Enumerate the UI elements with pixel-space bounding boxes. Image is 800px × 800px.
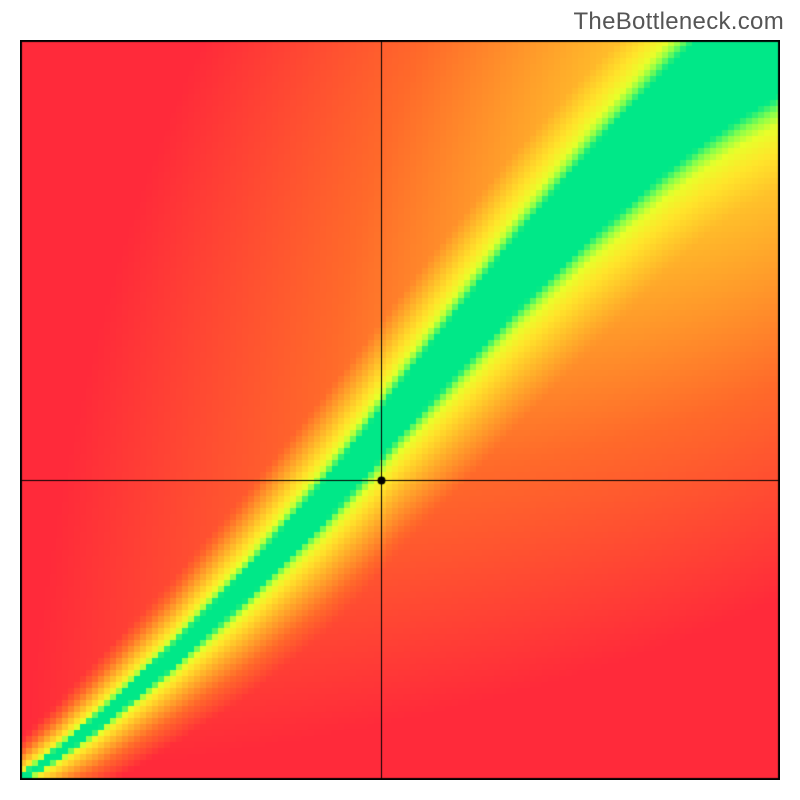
watermark-text: TheBottleneck.com — [573, 8, 784, 36]
bottleneck-heatmap-canvas — [20, 40, 780, 780]
